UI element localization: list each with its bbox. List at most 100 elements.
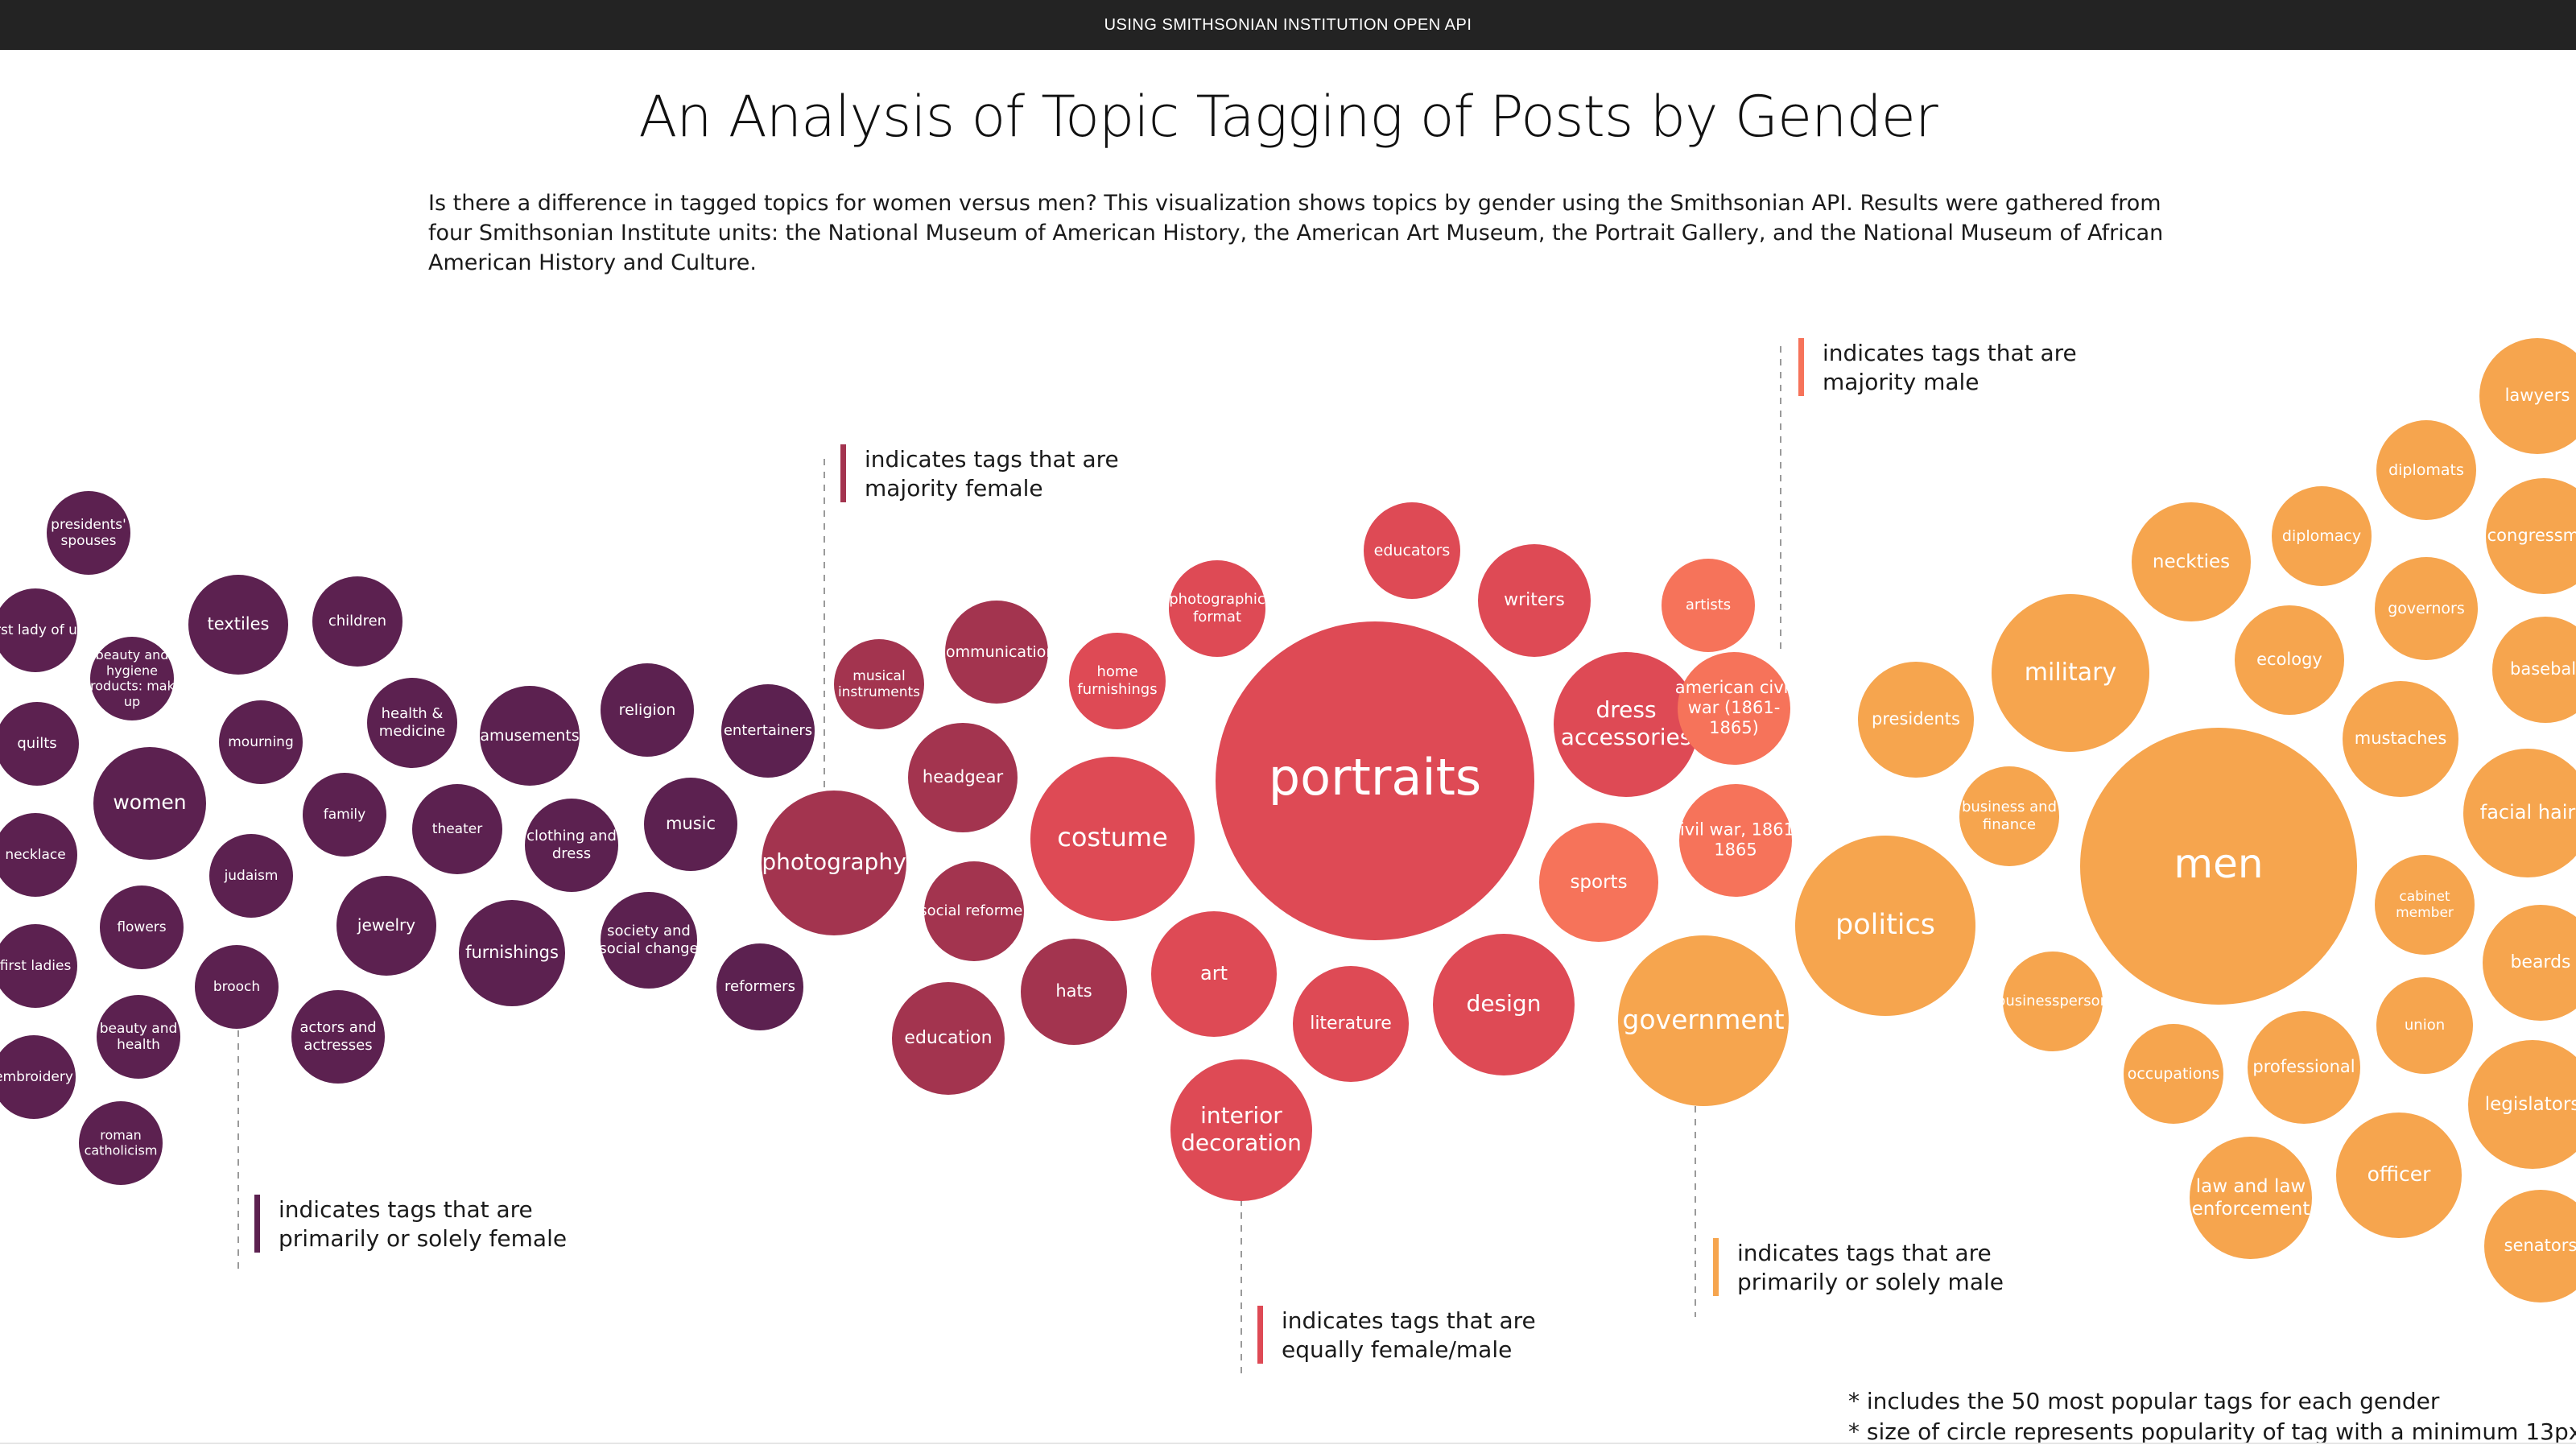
bubble-embroidery[interactable]: embroidery <box>0 1035 76 1119</box>
bubble-circle[interactable] <box>908 723 1018 832</box>
bubble-circle[interactable] <box>2484 1190 2576 1302</box>
bubble-circle[interactable] <box>1151 911 1277 1037</box>
bubble-government[interactable]: government <box>1618 935 1789 1106</box>
bubble-circle[interactable] <box>716 943 803 1030</box>
bubble-business-and-finance[interactable]: business and finance <box>1959 766 2059 866</box>
bubble-occupations[interactable]: occupations <box>2124 1024 2223 1124</box>
bubble-facial-hair[interactable]: facial hair <box>2463 749 2576 877</box>
bubble-circle[interactable] <box>303 773 386 857</box>
bubble-textiles[interactable]: textiles <box>188 575 288 675</box>
bubble-circle[interactable] <box>195 945 279 1029</box>
bubble-circle[interactable] <box>1169 560 1265 657</box>
bubble-artists[interactable]: artists <box>1662 559 1755 652</box>
bubble-circle[interactable] <box>2468 1040 2576 1169</box>
bubble-circle[interactable] <box>2124 1024 2223 1124</box>
bubble-circle[interactable] <box>2336 1113 2462 1238</box>
bubble-circle[interactable] <box>459 900 565 1006</box>
bubble-circle[interactable] <box>1433 934 1575 1075</box>
bubble-women[interactable]: women <box>93 747 206 860</box>
bubble-circle[interactable] <box>762 791 906 935</box>
bubble-american-civil-war-1861-1865[interactable]: american civil war (1861-1865) <box>1675 652 1794 765</box>
bubble-circle[interactable] <box>1992 594 2149 752</box>
bubble-circle[interactable] <box>1959 766 2059 866</box>
bubble-photographic-format[interactable]: photographic format <box>1169 560 1265 657</box>
bubble-circle[interactable] <box>90 637 174 720</box>
bubble-circle[interactable] <box>721 684 815 778</box>
bubble-society-and-social-change[interactable]: society and social change <box>599 892 699 989</box>
bubble-circle[interactable] <box>1662 559 1755 652</box>
bubble-religion[interactable]: religion <box>601 663 694 757</box>
bubble-officer[interactable]: officer <box>2336 1113 2462 1238</box>
bubble-neckties[interactable]: neckties <box>2132 502 2251 621</box>
bubble-home-furnishings[interactable]: home furnishings <box>1069 633 1166 729</box>
bubble-flowers[interactable]: flowers <box>100 886 184 969</box>
bubble-circle[interactable] <box>525 799 618 892</box>
bubble-clothing-and-dress[interactable]: clothing and dress <box>525 799 618 892</box>
bubble-quilts[interactable]: quilts <box>0 702 79 786</box>
bubble-art[interactable]: art <box>1151 911 1277 1037</box>
bubble-circle[interactable] <box>100 886 184 969</box>
bubble-necklace[interactable]: necklace <box>0 813 77 897</box>
bubble-circle[interactable] <box>1478 544 1591 657</box>
bubble-circle[interactable] <box>93 747 206 860</box>
bubble-law-and-law-enforcement[interactable]: law and law enforcement <box>2190 1137 2312 1259</box>
bubble-politics[interactable]: politics <box>1795 836 1975 1016</box>
bubble-circle[interactable] <box>2486 478 2576 594</box>
bubble-circle[interactable] <box>2376 977 2473 1074</box>
bubble-circle[interactable] <box>219 700 303 784</box>
bubble-circle[interactable] <box>2463 749 2576 877</box>
bubble-circle[interactable] <box>945 601 1048 704</box>
bubble-judaism[interactable]: judaism <box>209 834 293 918</box>
bubble-professional[interactable]: professional <box>2248 1011 2360 1124</box>
bubble-musical-instruments[interactable]: musical instruments <box>834 639 924 729</box>
bubble-circle[interactable] <box>0 588 77 672</box>
bubble-beauty-and-health[interactable]: beauty and health <box>97 995 180 1079</box>
bubble-circle[interactable] <box>0 924 77 1008</box>
bubble-congressmen[interactable]: congressmen <box>2486 478 2576 594</box>
bubble-senators[interactable]: senators <box>2484 1190 2576 1302</box>
bubble-literature[interactable]: literature <box>1293 966 1409 1082</box>
bubble-costume[interactable]: costume <box>1030 757 1195 921</box>
bubble-circle[interactable] <box>2375 557 2478 660</box>
bubble-amusements[interactable]: amusements <box>480 686 580 786</box>
bubble-entertainers[interactable]: entertainers <box>721 684 815 778</box>
bubble-civil-war-1861-1865[interactable]: civil war, 1861-1865 <box>1670 784 1801 897</box>
bubble-circle[interactable] <box>1618 935 1789 1106</box>
bubble-circle[interactable] <box>1858 662 1974 778</box>
bubble-circle[interactable] <box>892 982 1005 1095</box>
bubble-education[interactable]: education <box>892 982 1005 1095</box>
bubble-circle[interactable] <box>291 990 385 1084</box>
bubble-circle[interactable] <box>2272 486 2372 586</box>
bubble-circle[interactable] <box>336 876 436 976</box>
bubble-mourning[interactable]: mourning <box>219 700 303 784</box>
bubble-circle[interactable] <box>2003 952 2103 1051</box>
bubble-ecology[interactable]: ecology <box>2235 605 2344 715</box>
bubble-governors[interactable]: governors <box>2375 557 2478 660</box>
bubble-circle[interactable] <box>1679 784 1792 897</box>
bubble-circle[interactable] <box>2376 420 2476 520</box>
bubble-hats[interactable]: hats <box>1021 939 1127 1045</box>
bubble-circle[interactable] <box>1021 939 1127 1045</box>
bubble-beauty-and-hygiene-products-make-up[interactable]: beauty and hygiene products: make up <box>82 637 182 720</box>
bubble-furnishings[interactable]: furnishings <box>459 900 565 1006</box>
bubble-legislators[interactable]: legislators <box>2468 1040 2576 1169</box>
bubble-beards[interactable]: beards <box>2483 905 2576 1021</box>
bubble-circle[interactable] <box>2132 502 2251 621</box>
bubble-businessperson[interactable]: businessperson <box>1996 952 2109 1051</box>
bubble-circle[interactable] <box>367 678 457 768</box>
bubble-circle[interactable] <box>2248 1011 2360 1124</box>
bubble-design[interactable]: design <box>1433 934 1575 1075</box>
bubble-circle[interactable] <box>188 575 288 675</box>
bubble-theater[interactable]: theater <box>412 784 502 874</box>
bubble-circle[interactable] <box>2492 617 2576 723</box>
bubble-circle[interactable] <box>1170 1059 1312 1201</box>
bubble-circle[interactable] <box>644 778 737 871</box>
bubble-actors-and-actresses[interactable]: actors and actresses <box>291 990 385 1084</box>
bubble-circle[interactable] <box>0 1035 76 1119</box>
bubble-circle[interactable] <box>1069 633 1166 729</box>
bubble-circle[interactable] <box>924 861 1024 961</box>
bubble-lawyers[interactable]: lawyers <box>2479 338 2576 454</box>
bubble-dress-accessories[interactable]: dress accessories <box>1554 652 1699 797</box>
bubble-interior-decoration[interactable]: interior decoration <box>1170 1059 1312 1201</box>
bubble-circle[interactable] <box>2375 855 2475 955</box>
